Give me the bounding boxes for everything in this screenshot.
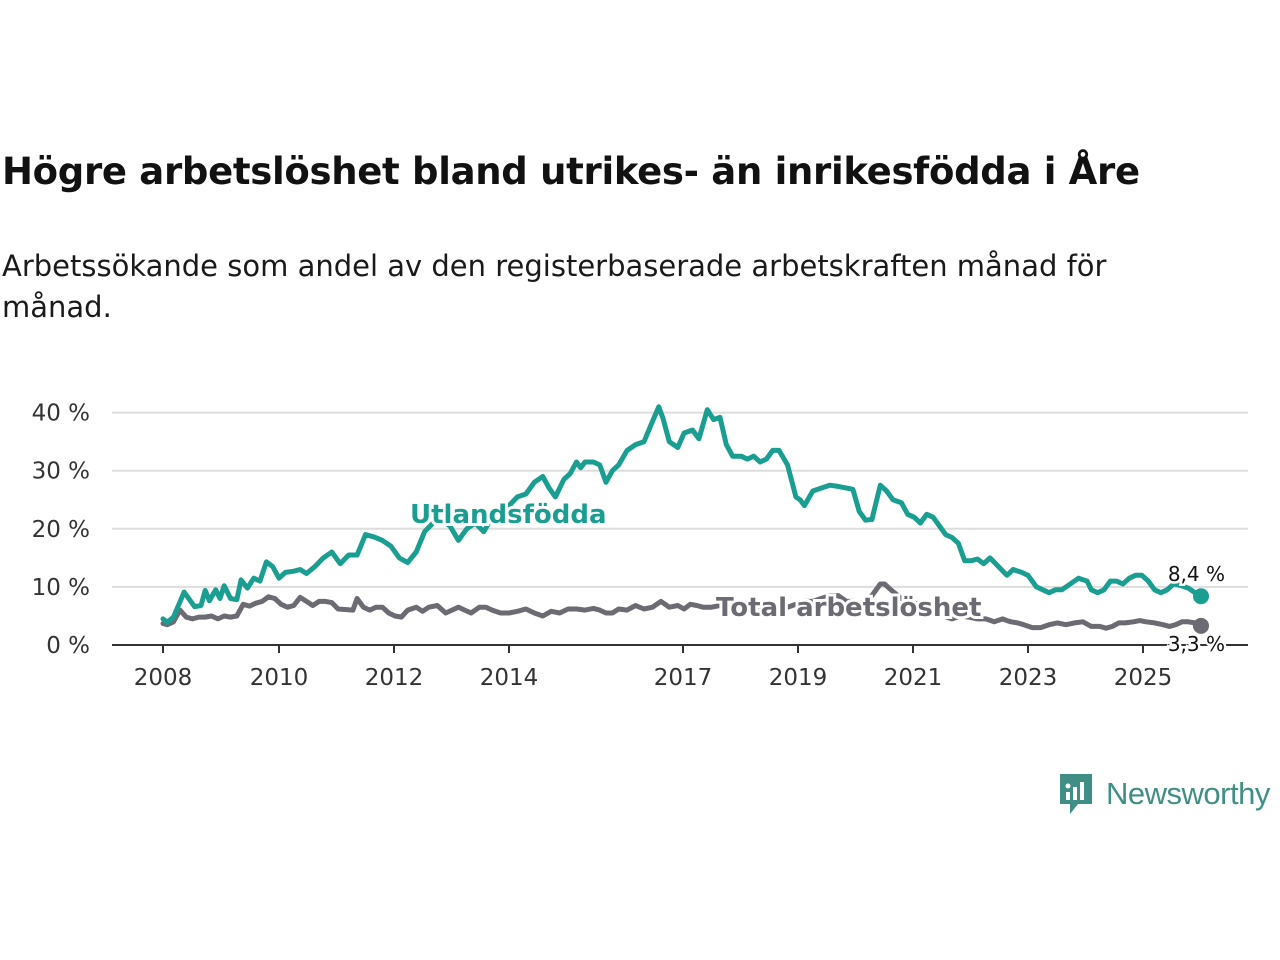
series-lines xyxy=(160,404,1209,634)
series-labels: Utlandsfödda Total arbetslöshet 8,4 % 3,3 % xyxy=(407,497,1228,659)
x-tick-label: 2025 xyxy=(1114,665,1173,691)
x-tick-label: 2008 xyxy=(134,665,193,691)
x-tick-label: 2014 xyxy=(480,665,539,691)
y-axis-ticks: 0 % 10 % 20 % 30 % 40 % xyxy=(32,401,90,659)
series-line-1 xyxy=(160,581,1204,631)
newsworthy-logo-icon xyxy=(1060,774,1092,814)
x-tick-label: 2023 xyxy=(999,665,1058,691)
brand-name: Newsworthy xyxy=(1106,776,1270,811)
x-tick-label: 2012 xyxy=(365,665,424,691)
y-tick-label: 10 % xyxy=(32,575,90,601)
y-tick-label: 30 % xyxy=(32,459,90,485)
y-tick-label: 20 % xyxy=(32,517,90,543)
series-end-point-0 xyxy=(1193,588,1209,605)
x-axis: 2008 2010 2012 2014 2017 2019 2021 2023 2025 xyxy=(112,644,1248,691)
x-tick-label: 2017 xyxy=(654,665,713,691)
x-tick-label: 2019 xyxy=(769,665,828,691)
end-label-foreign-born: 8,4 % xyxy=(1168,562,1225,586)
brand-logo: Newsworthy xyxy=(1058,772,1270,816)
series-line-0 xyxy=(160,404,1204,625)
end-label-total: 3,3 % xyxy=(1168,632,1225,656)
y-tick-label: 40 % xyxy=(32,401,90,427)
series-label-total: Total arbetslöshet xyxy=(716,593,981,623)
x-tick-label: 2010 xyxy=(250,665,309,691)
chart-title: Högre arbetslöshet bland utrikes- än inr… xyxy=(2,150,1140,193)
series-end-point-1 xyxy=(1193,617,1209,634)
series-label-foreign-born: Utlandsfödda xyxy=(410,500,607,530)
y-tick-label: 0 % xyxy=(46,633,90,659)
x-tick-label: 2021 xyxy=(884,665,943,691)
chart-subtitle: Arbetssökande som andel av den registerb… xyxy=(2,249,1107,324)
line-chart: 0 % 10 % 20 % 30 % 40 % 2008 2010 2012 2014 2017… xyxy=(32,401,1248,691)
grid-lines xyxy=(112,411,1248,588)
